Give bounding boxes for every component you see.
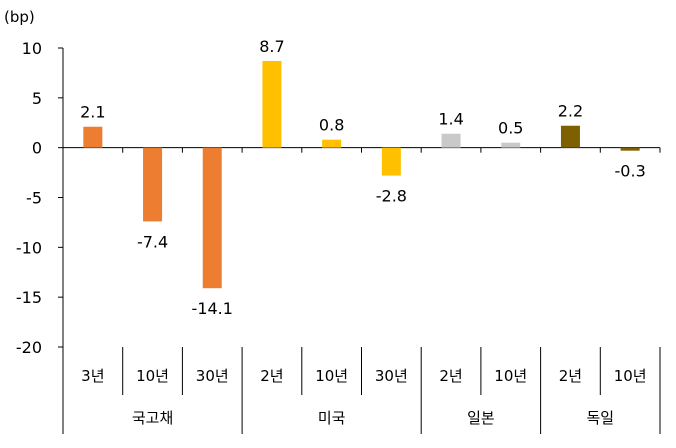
y-tick-label: 10 [22, 39, 42, 58]
x-category-label: 30년 [196, 367, 229, 385]
x-category-label: 10년 [494, 367, 527, 385]
data-label: 1.4 [438, 110, 463, 129]
bar [620, 147, 640, 151]
data-label: 2.2 [558, 102, 583, 121]
bar [560, 125, 580, 148]
bar [202, 147, 222, 289]
x-category-label: 2년 [559, 367, 582, 385]
x-category-label: 10년 [315, 367, 348, 385]
y-tick-label: 5 [32, 89, 42, 108]
x-category-label: 10년 [136, 367, 169, 385]
data-label: 2.1 [80, 103, 105, 122]
x-category-label: 3년 [81, 367, 104, 385]
data-label: 8.7 [259, 37, 284, 56]
x-group-label: 미국 [318, 409, 346, 427]
x-category-label: 2년 [260, 367, 283, 385]
bar [381, 147, 401, 176]
data-label: 0.5 [498, 119, 523, 138]
x-group-label: 독일 [586, 409, 614, 427]
x-group-label: 일본 [467, 409, 495, 427]
x-category-label: 2년 [439, 367, 462, 385]
bar [322, 139, 342, 148]
y-tick-label: -5 [26, 189, 42, 208]
y-tick-label: -15 [16, 288, 42, 307]
data-label: -2.8 [376, 187, 407, 206]
x-group-label: 국고채 [132, 409, 173, 427]
data-label: -14.1 [192, 299, 233, 318]
y-tick-label: -10 [16, 238, 42, 257]
bar [83, 126, 103, 148]
bar [143, 147, 163, 222]
bar [262, 60, 282, 148]
bar [441, 133, 461, 148]
data-label: -0.3 [615, 162, 646, 181]
y-tick-label: -20 [16, 338, 42, 357]
bar [501, 142, 521, 148]
data-label: -7.4 [137, 232, 168, 251]
y-tick-label: 0 [32, 139, 42, 158]
data-label: 0.8 [319, 116, 344, 135]
x-category-label: 30년 [375, 367, 408, 385]
y-axis-unit-label: (bp) [4, 8, 35, 26]
x-category-label: 10년 [614, 367, 647, 385]
